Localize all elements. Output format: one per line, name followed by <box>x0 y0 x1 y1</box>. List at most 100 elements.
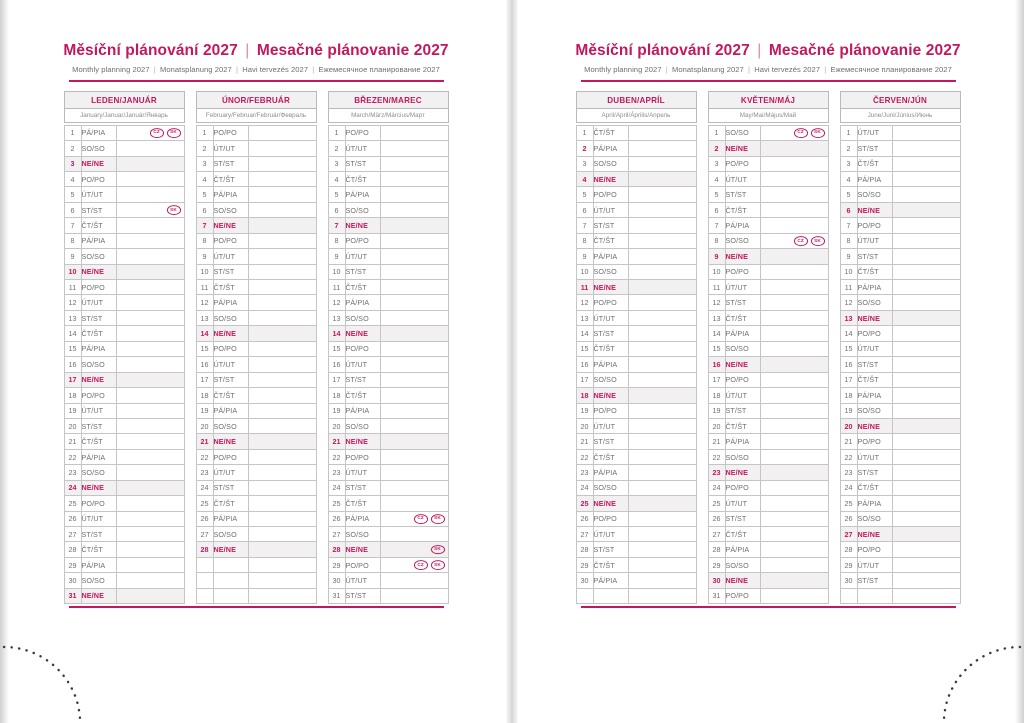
day-note-field[interactable] <box>759 510 829 528</box>
day-note-field[interactable] <box>247 433 317 450</box>
day-note-field[interactable] <box>247 340 317 358</box>
day-note-field[interactable] <box>379 217 449 234</box>
day-note-field[interactable] <box>379 170 449 188</box>
day-note-field[interactable] <box>247 248 317 265</box>
day-note-field[interactable] <box>115 279 185 296</box>
day-note-field[interactable] <box>247 140 317 157</box>
day-note-field[interactable] <box>891 170 961 188</box>
day-note-field[interactable] <box>627 371 697 389</box>
day-note-field[interactable] <box>247 325 317 342</box>
day-note-field[interactable] <box>247 217 317 234</box>
day-note-field[interactable] <box>115 464 185 481</box>
day-note-field[interactable] <box>627 541 697 558</box>
day-note-field[interactable] <box>379 124 449 142</box>
day-note-field[interactable] <box>115 371 185 389</box>
day-note-field[interactable] <box>759 371 829 389</box>
day-note-field[interactable] <box>379 572 449 589</box>
day-note-field[interactable] <box>115 186 185 203</box>
day-note-field[interactable] <box>379 201 449 219</box>
day-note-field[interactable] <box>379 417 449 435</box>
day-note-field[interactable] <box>891 541 961 558</box>
day-note-field[interactable] <box>115 387 185 404</box>
day-note-field[interactable]: CZ SK <box>759 124 829 142</box>
day-note-field[interactable] <box>891 201 961 219</box>
day-note-field[interactable] <box>759 248 829 265</box>
day-note-field[interactable] <box>891 479 961 497</box>
day-note-field[interactable] <box>891 294 961 311</box>
day-note-field[interactable]: CZ SK <box>379 556 449 574</box>
day-note-field[interactable] <box>247 232 317 250</box>
day-note-field[interactable] <box>115 448 185 466</box>
day-note-field[interactable] <box>759 325 829 342</box>
day-note-field[interactable] <box>891 325 961 342</box>
day-note-field[interactable] <box>247 556 317 574</box>
day-note-field[interactable] <box>379 448 449 466</box>
day-note-field[interactable] <box>379 232 449 250</box>
day-note-field[interactable] <box>627 433 697 450</box>
day-note-field[interactable] <box>379 464 449 481</box>
day-note-field[interactable] <box>247 448 317 466</box>
day-note-field[interactable]: CZ SK <box>759 232 829 250</box>
day-note-field[interactable] <box>247 417 317 435</box>
day-note-field[interactable] <box>891 387 961 404</box>
day-note-field[interactable] <box>247 479 317 497</box>
day-note-field[interactable] <box>759 402 829 419</box>
day-note-field[interactable]: SK <box>379 541 449 558</box>
day-note-field[interactable] <box>115 340 185 358</box>
day-note-field[interactable] <box>379 387 449 404</box>
day-note-field[interactable] <box>891 140 961 157</box>
day-note-field[interactable] <box>891 186 961 203</box>
day-note-field[interactable] <box>247 572 317 589</box>
day-note-field[interactable] <box>115 402 185 419</box>
day-note-field[interactable] <box>247 495 317 512</box>
day-note-field[interactable] <box>247 279 317 296</box>
day-note-field[interactable] <box>627 402 697 419</box>
day-note-field[interactable] <box>891 124 961 142</box>
day-note-field[interactable] <box>627 279 697 296</box>
day-note-field[interactable] <box>379 371 449 389</box>
day-note-field[interactable] <box>891 340 961 358</box>
day-note-field[interactable] <box>759 464 829 481</box>
day-note-field[interactable] <box>379 587 449 605</box>
day-note-field[interactable] <box>627 417 697 435</box>
day-note-field[interactable] <box>627 217 697 234</box>
day-note-field[interactable] <box>115 479 185 497</box>
day-note-field[interactable] <box>759 587 829 605</box>
day-note-field[interactable] <box>759 170 829 188</box>
day-note-field[interactable] <box>115 232 185 250</box>
day-note-field[interactable]: CZ SK <box>115 124 185 142</box>
day-note-field[interactable] <box>115 140 185 157</box>
day-note-field[interactable] <box>115 587 185 605</box>
day-note-field[interactable] <box>379 279 449 296</box>
day-note-field[interactable] <box>891 572 961 589</box>
day-note-field[interactable] <box>759 217 829 234</box>
day-note-field[interactable] <box>891 433 961 450</box>
day-note-field[interactable] <box>891 371 961 389</box>
day-note-field[interactable] <box>759 417 829 435</box>
day-note-field[interactable] <box>115 417 185 435</box>
day-note-field[interactable] <box>891 464 961 481</box>
day-note-field[interactable] <box>379 186 449 203</box>
day-note-field[interactable] <box>115 526 185 543</box>
day-note-field[interactable] <box>247 526 317 543</box>
day-note-field[interactable] <box>759 572 829 589</box>
day-note-field[interactable] <box>627 356 697 373</box>
day-note-field[interactable] <box>379 140 449 157</box>
day-note-field[interactable] <box>379 526 449 543</box>
day-note-field[interactable] <box>115 170 185 188</box>
day-note-field[interactable]: SK <box>115 201 185 219</box>
day-note-field[interactable] <box>115 510 185 528</box>
day-note-field[interactable] <box>891 556 961 574</box>
day-note-field[interactable] <box>759 309 829 327</box>
day-note-field[interactable] <box>247 356 317 373</box>
day-note-field[interactable] <box>627 263 697 281</box>
day-note-field[interactable] <box>759 556 829 574</box>
day-note-field[interactable] <box>759 541 829 558</box>
day-note-field[interactable] <box>891 263 961 281</box>
day-note-field[interactable] <box>247 402 317 419</box>
day-note-field[interactable] <box>247 155 317 172</box>
day-note-field[interactable] <box>627 464 697 481</box>
day-note-field[interactable] <box>759 448 829 466</box>
day-note-field[interactable] <box>627 587 697 605</box>
day-note-field[interactable] <box>247 309 317 327</box>
